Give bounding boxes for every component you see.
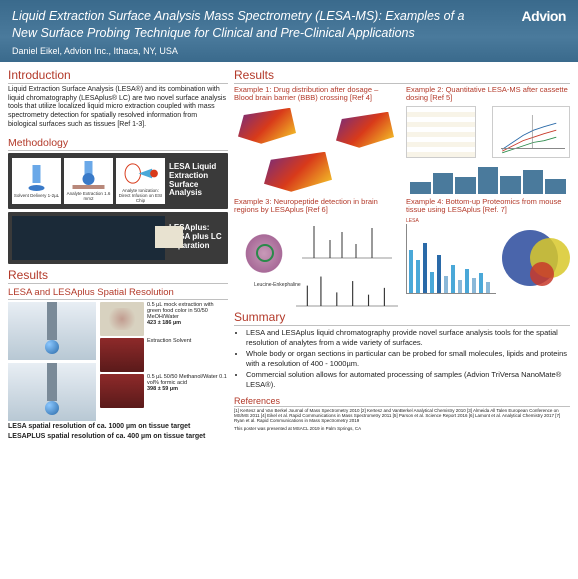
meth-icon-caption: Analyte Ionization: Direct Infusion on E…	[117, 188, 164, 203]
spatial-droplets	[8, 302, 96, 421]
summary-list: LESA and LESAplus liquid chromatography …	[234, 328, 570, 391]
spatial-right: 0.5 µL mock extraction with green food c…	[100, 302, 228, 421]
section-results-right: Results Example 1: Drug distribution aft…	[234, 68, 570, 306]
spectrum-icon	[296, 222, 398, 262]
spatial-row-3: 0.5 µL 50/50 Methanol/Water 0.1 vol% for…	[100, 374, 228, 408]
bar	[458, 280, 462, 292]
bar	[444, 276, 448, 293]
heatmap-icon	[238, 108, 296, 144]
spatial-text-3: 0.5 µL 50/50 Methanol/Water 0.1 vol% for…	[147, 374, 228, 393]
presented-note: This poster was presented at MSACL 2019 …	[234, 426, 570, 431]
summary-bullet: Whole body or organ sections in particul…	[246, 349, 570, 369]
intro-heading: Introduction	[8, 68, 228, 84]
section-summary: Summary LESA and LESAplus liquid chromat…	[234, 310, 570, 392]
column-left: Introduction Liquid Extraction Surface A…	[8, 68, 228, 575]
spatial-desc: Extraction Solvent	[147, 338, 191, 344]
references-text: [1] Kertesz and Van Berkel Journal of Ma…	[234, 408, 570, 424]
bar	[486, 282, 490, 292]
spatial-metric: 398 ± 59 µm	[147, 386, 178, 392]
bar	[451, 265, 455, 293]
meth-photo	[12, 216, 165, 260]
bar	[465, 269, 469, 292]
heatmap-icon	[336, 112, 394, 148]
meth-icon-caption: Solvent Delivery 1-2µL	[14, 193, 59, 198]
section-references: References [1] Kertesz and Van Berkel Jo…	[234, 396, 570, 432]
spectrum-icon	[296, 272, 398, 306]
brand-logo: Advion	[522, 8, 566, 24]
spatial-text-2: Extraction Solvent	[147, 338, 228, 344]
meth-icon-caption: Analyte Extraction 1.6 mm2	[65, 191, 112, 201]
example-body: Leucine-Enkephaline	[234, 218, 398, 306]
spatial-sample-img	[100, 302, 144, 336]
droplet-image-1	[8, 302, 96, 360]
example-title: Example 1: Drug distribution after dosag…	[234, 86, 398, 104]
spatial-subheading: LESA and LESAplus Spatial Resolution	[8, 287, 228, 300]
results-left-heading: Results	[8, 268, 228, 284]
droplet-image-2	[8, 363, 96, 421]
bar	[437, 255, 441, 293]
data-table-icon	[406, 106, 476, 158]
poster-author: Daniel Eikel, Advion Inc., Ithaca, NY, U…	[12, 46, 566, 56]
section-results-left: Results LESA and LESAplus Spatial Resolu…	[8, 268, 228, 443]
molecule-label: Leucine-Enkephaline	[254, 282, 301, 288]
bar	[472, 278, 476, 293]
bar	[416, 260, 420, 293]
meth-icon-extraction: Analyte Extraction 1.6 mm2	[64, 158, 113, 204]
methodology-box-lesa: Solvent Delivery 1-2µL Analyte Extractio…	[8, 153, 228, 209]
example-title: Example 3: Neuropeptide detection in bra…	[234, 198, 398, 216]
venn-diagram-icon	[502, 224, 570, 292]
poster-header: Liquid Extraction Surface Analysis Mass …	[0, 0, 578, 62]
methodology-heading: Methodology	[8, 137, 228, 151]
meth-icon-solvent: Solvent Delivery 1-2µL	[12, 158, 61, 204]
spatial-resolution-block: 0.5 µL mock extraction with green food c…	[8, 302, 228, 421]
spatial-caption-1: LESA spatial resolution of ca. 1000 µm o…	[8, 423, 228, 432]
spatial-sample-img	[100, 338, 144, 372]
spatial-row-2: Extraction Solvent	[100, 338, 228, 372]
example-title: Example 4: Bottom-up Proteomics from mou…	[406, 198, 570, 216]
example-1: Example 1: Drug distribution after dosag…	[234, 86, 398, 194]
examples-grid: Example 1: Drug distribution after dosag…	[234, 86, 570, 306]
references-heading: References	[234, 396, 570, 407]
venn-circle	[530, 262, 554, 286]
proteomics-bar-chart	[406, 224, 496, 294]
spatial-row-1: 0.5 µL mock extraction with green food c…	[100, 302, 228, 336]
example-body	[406, 106, 570, 194]
summary-heading: Summary	[234, 310, 570, 326]
example-2: Example 2: Quantitative LESA-MS after ca…	[406, 86, 570, 194]
column-right: Results Example 1: Drug distribution aft…	[234, 68, 570, 575]
methodology-icons: Solvent Delivery 1-2µL Analyte Extractio…	[12, 158, 165, 204]
meth-icon-ionization: Analyte Ionization: Direct Infusion on E…	[116, 158, 165, 204]
bar	[479, 273, 483, 292]
bar	[409, 250, 413, 293]
spatial-caption-2: LESAPLUS spatial resolution of ca. 400 µ…	[8, 433, 228, 442]
meth-box1-label: LESA Liquid Extraction Surface Analysis	[169, 163, 224, 198]
methodology-box-lesaplus: LESAplus: LESA plus LC separation	[8, 212, 228, 264]
poster-root: Liquid Extraction Surface Analysis Mass …	[0, 0, 578, 579]
bar	[423, 243, 427, 293]
example-body: LESA	[406, 218, 570, 306]
example-4: Example 4: Bottom-up Proteomics from mou…	[406, 198, 570, 306]
spatial-desc: 0.5 µL 50/50 Methanol/Water 0.1 vol% for…	[147, 374, 227, 386]
example-body	[234, 106, 398, 194]
line-chart-icon	[492, 106, 570, 158]
summary-bullet: Commercial solution allows for automated…	[246, 370, 570, 390]
results-right-heading: Results	[234, 68, 570, 84]
example-title: Example 2: Quantitative LESA-MS after ca…	[406, 86, 570, 104]
bar	[430, 272, 434, 293]
section-methodology: Methodology Solvent Delivery 1-2µL Analy…	[8, 134, 228, 264]
example-3: Example 3: Neuropeptide detection in bra…	[234, 198, 398, 306]
spatial-desc: 0.5 µL mock extraction with green food c…	[147, 302, 214, 321]
spatial-sample-img	[100, 374, 144, 408]
heatmap-icon	[264, 152, 332, 192]
spatial-metric: 423 ± 186 µm	[147, 320, 181, 326]
intro-text: Liquid Extraction Surface Analysis (LESA…	[8, 86, 228, 130]
summary-bullet: LESA and LESAplus liquid chromatography …	[246, 328, 570, 348]
spatial-text-1: 0.5 µL mock extraction with green food c…	[147, 302, 228, 327]
poster-title: Liquid Extraction Surface Analysis Mass …	[12, 8, 492, 42]
section-introduction: Introduction Liquid Extraction Surface A…	[8, 68, 228, 130]
poster-body: Introduction Liquid Extraction Surface A…	[0, 62, 578, 579]
bar-chart-icon	[406, 164, 570, 194]
